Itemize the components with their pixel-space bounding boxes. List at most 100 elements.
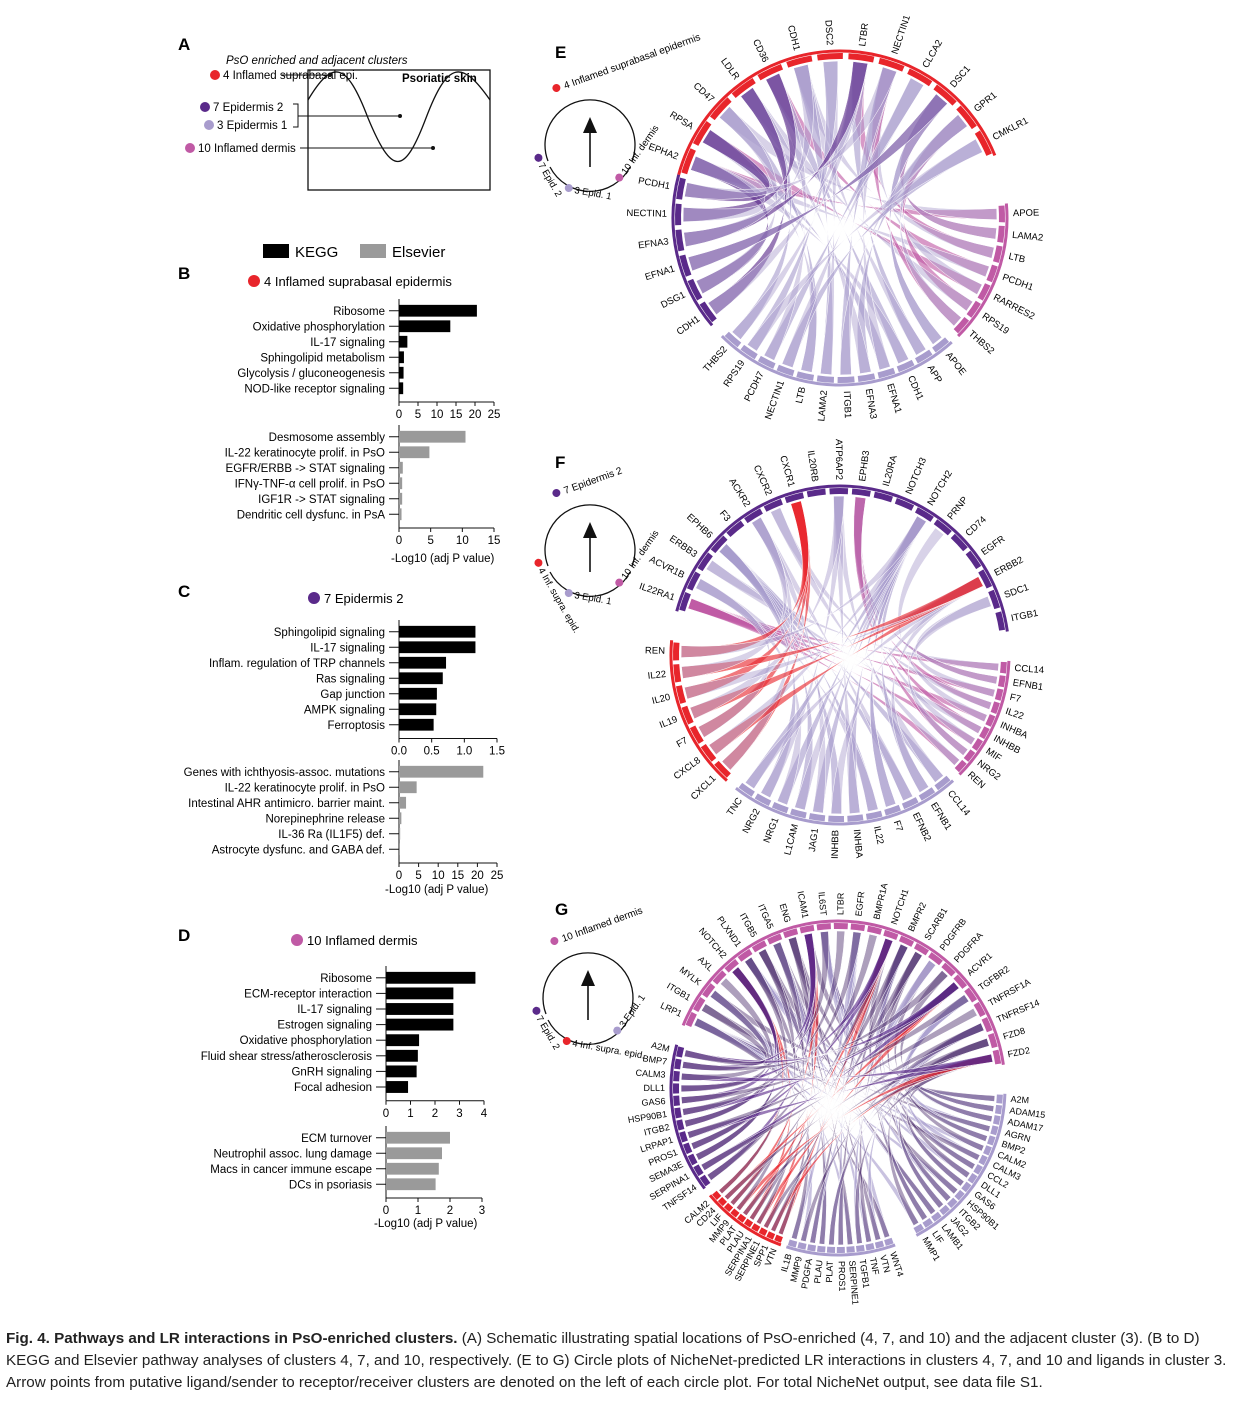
ligand-label: EFNA1 [884, 382, 903, 414]
receptor-segment [867, 925, 882, 935]
ligand-segment [846, 1246, 855, 1253]
receptor-segment [685, 1011, 697, 1028]
interaction-ribbon [684, 66, 898, 200]
interaction-ribbon [718, 543, 796, 799]
ligand-segment [774, 1234, 783, 1243]
ligand-segment [796, 371, 815, 381]
sender-dot [564, 589, 573, 598]
x-axis-label: -Log10 (adj P value) [374, 1218, 478, 1230]
ligand-segment [961, 1181, 972, 1193]
x-tick-label: 5 [415, 870, 421, 882]
interaction-ribbon [706, 933, 878, 1181]
panel-letter: B [178, 264, 190, 283]
receptor-label: LTBR [857, 22, 871, 47]
kegg-category-label: GnRH signaling [291, 1066, 372, 1078]
kegg-bar [386, 1003, 454, 1015]
ligand-segment [855, 1244, 865, 1252]
receptor-label: CXCR1 [777, 454, 797, 488]
ligand-segment [865, 810, 883, 820]
ligand-segment [996, 1094, 1003, 1104]
receptor-segment [710, 535, 728, 554]
x-tick-label: 1.0 [456, 746, 472, 758]
sender-dot [564, 184, 573, 193]
kegg-category-label: Ras signaling [316, 673, 385, 685]
receiver-dot [552, 488, 561, 497]
elsevier-bar [399, 843, 400, 856]
receiver-name: 10 Inflamed dermis [561, 905, 645, 944]
ligand-segment [679, 1131, 688, 1143]
ligand-segment [787, 1239, 798, 1248]
receptor-segment [784, 492, 805, 504]
receiver-dot [552, 83, 561, 92]
kegg-bar [399, 320, 451, 333]
receptor-label: NOTCH3 [904, 456, 929, 496]
receptor-segment [873, 491, 893, 503]
elsevier-category-label: IL-22 keratinocyte prolif. in PsO [225, 447, 385, 459]
receptor-segment [928, 952, 943, 966]
ligand-label: LTB [794, 386, 808, 405]
ligand-segment [673, 1083, 680, 1094]
elsevier-category-label: Desmosome assembly [269, 432, 386, 444]
ligand-label: IL22 [1004, 706, 1025, 722]
epidermis-wave [307, 71, 491, 163]
ligand-label: LAMA2 [816, 390, 830, 422]
ligand-segment [993, 245, 1003, 263]
ligand-label: EFNB1 [928, 801, 954, 833]
ligand-label: IL20 [651, 692, 672, 707]
ligand-segment [896, 359, 915, 373]
kegg-category-label: Oxidative phosphorylation [240, 1035, 372, 1047]
receptor-label: ATP6AP2 [833, 439, 844, 480]
receptor-label: AXL [696, 954, 715, 973]
x-axis-label: -Log10 (adj P value) [391, 553, 495, 565]
receiver-name: 4 Inflamed suprabasal epidermis [563, 32, 703, 92]
elsevier-bar [399, 477, 403, 490]
key-arrowhead [583, 522, 597, 538]
interaction-ribbon [763, 77, 925, 361]
x-tick-label: 15 [488, 535, 501, 547]
ligand-label: NRG1 [762, 816, 782, 845]
ligand-segment [807, 1244, 817, 1252]
ligand-segment [737, 1213, 747, 1223]
ligand-label: A2M [650, 1040, 670, 1054]
receptor-label: DSC1 [948, 64, 973, 90]
ligand-segment [776, 364, 795, 377]
cluster-dot [291, 934, 303, 946]
ligand-label: EFNA1 [644, 264, 677, 284]
ligand-segment [977, 283, 991, 301]
ligand-segment [973, 1164, 983, 1175]
receptor-label: IL20RB [805, 450, 820, 483]
receptor-label: CD47 [691, 81, 716, 106]
receptor-segment [786, 55, 813, 68]
ligand-label: SERPINE1 [847, 1260, 860, 1305]
ligand-label: THBS2 [701, 344, 729, 374]
elsevier-bar [399, 461, 403, 474]
receptor-segment [956, 105, 977, 130]
elsevier-bar [399, 430, 466, 443]
layer-dot-epidermis-2 [200, 102, 210, 112]
interaction-ribbon [687, 93, 948, 272]
receptor-segment [751, 940, 767, 953]
ligand-segment [672, 642, 680, 661]
receptor-segment [692, 120, 712, 146]
ligand-segment [689, 725, 704, 744]
ligand-segment [990, 701, 1000, 714]
ligand-segment [915, 349, 933, 364]
ligand-label: PCDH1 [1001, 272, 1035, 293]
elsevier-category-label: EGFR/ERBB -> STAT signaling [226, 463, 385, 475]
kegg-bar [399, 351, 404, 364]
ligand-label: NECTIN1 [626, 208, 667, 220]
layer-dot-epidermis-1 [204, 120, 214, 130]
kegg-category-label: IL-17 signaling [310, 337, 385, 349]
chart-b-kegg: Ribosome Oxidative phosphorylation IL-17 s… [237, 299, 500, 421]
ligand-segment [966, 300, 981, 318]
ligand-segment [997, 225, 1005, 243]
ligand-segment [934, 775, 951, 791]
ligand-label: IL22 [647, 669, 667, 682]
elsevier-bar [386, 1162, 439, 1175]
x-tick-label: 4 [481, 1108, 488, 1120]
elsevier-category-label: Intestinal AHR antimicro. barrier maint. [188, 798, 385, 810]
ligand-label: PDGFA [799, 1258, 814, 1290]
ligand-segment [947, 1197, 958, 1209]
ligand-segment [978, 1154, 988, 1166]
